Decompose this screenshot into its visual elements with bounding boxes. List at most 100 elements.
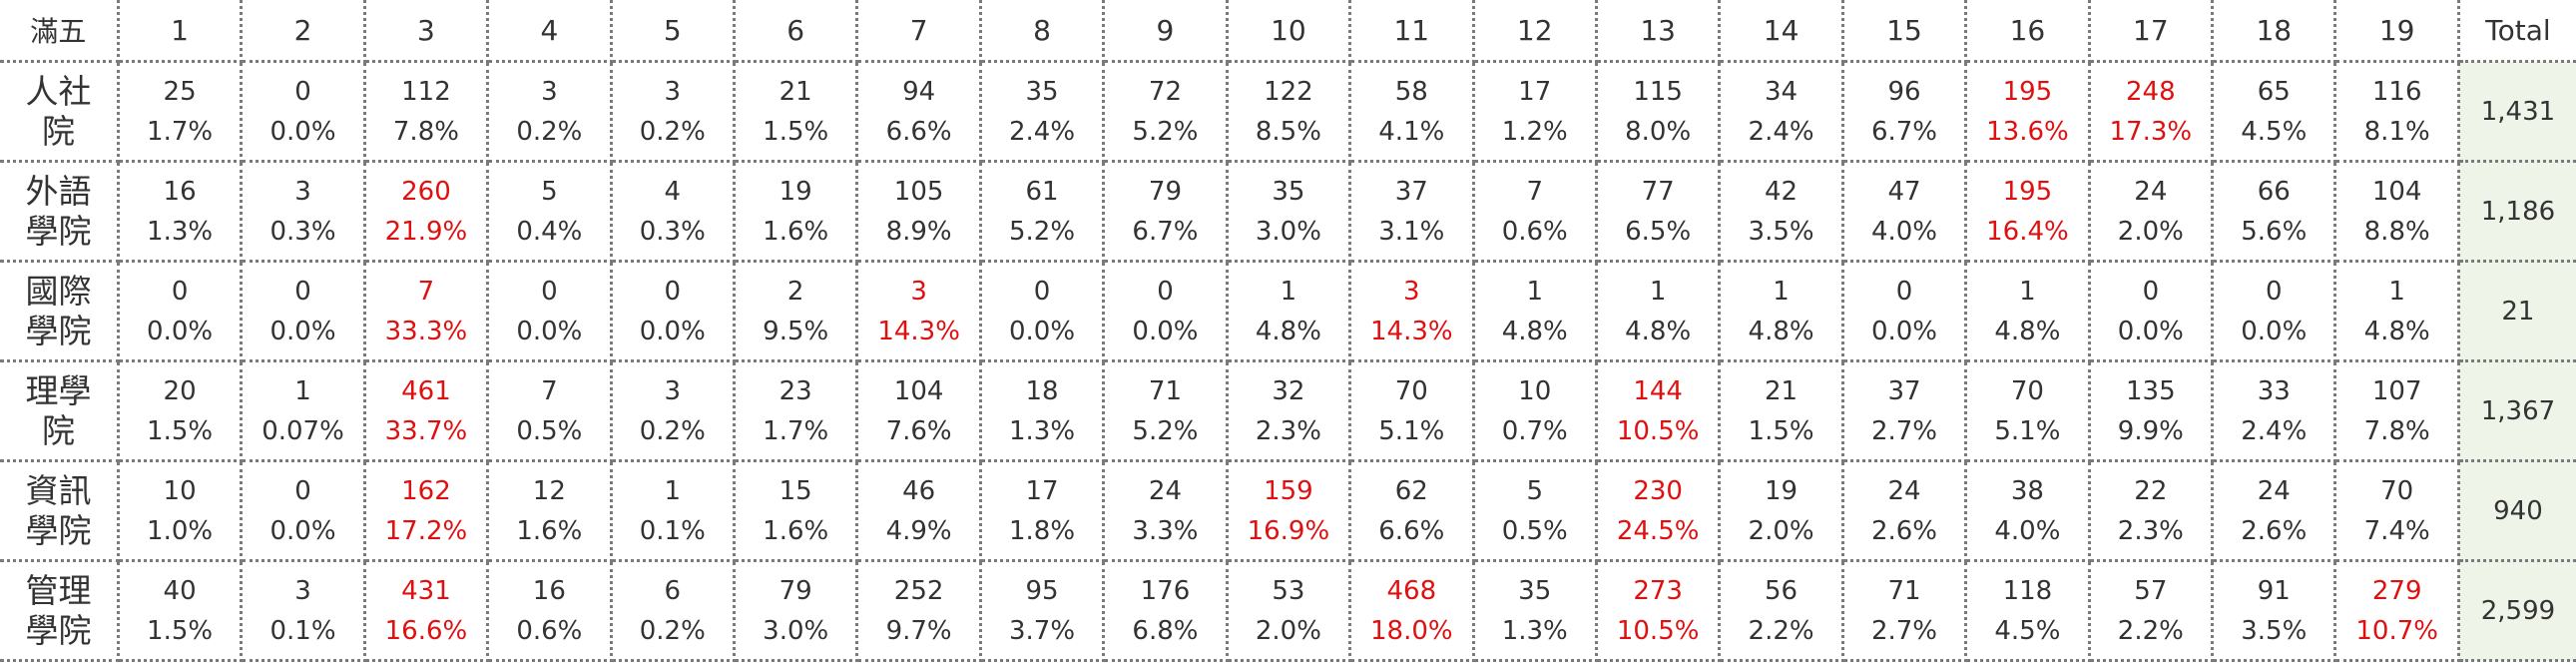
data-cell: 79 6.7% [1103,161,1229,263]
cell-count: 5 [1526,475,1543,506]
cell-count: 248 [2126,76,2176,107]
cell-count: 22 [2134,475,2168,506]
cell-count: 33 [2257,375,2291,406]
cell-count: 77 [1641,176,1675,207]
header-row: 滿五 1 2 3 4 5 6 7 8 9 10 11 12 13 14 15 16 17 18 19 Total [0,0,2576,63]
cell-count: 3 [664,375,682,406]
cell-count: 37 [1887,375,1921,406]
cell-percent: 10.7% [2355,615,2438,646]
cell-percent: 1.5% [147,615,214,646]
data-cell: 24 2.0% [2089,161,2215,263]
data-cell: 1 0.1% [611,460,736,562]
data-cell: 21 1.5% [734,61,859,163]
cell-count: 273 [1633,575,1683,606]
row-label-line: 國際 [25,271,92,311]
data-cell: 159 16.9% [1227,460,1352,562]
cell-percent: 3.7% [1009,615,1076,646]
cell-percent: 5.2% [1009,216,1076,247]
data-cell: 252 9.7% [856,560,982,662]
row-label-line: 學院 [25,211,92,251]
row-total: 1,186 [2458,161,2576,263]
cell-count: 1 [664,475,682,506]
cell-count: 65 [2257,76,2291,107]
cell-count: 279 [2371,575,2422,606]
data-cell: 3 0.2% [611,61,736,163]
cell-percent: 1.5% [763,116,829,147]
row-label-line: 人社 [25,71,92,111]
data-cell: 22 2.3% [2089,460,2215,562]
cell-percent: 5.6% [2241,216,2308,247]
cell-count: 0 [2265,276,2283,307]
column-header-16: 16 [1965,0,2091,63]
cell-count: 24 [1887,475,1921,506]
data-cell: 17 1.2% [1473,61,1598,163]
cell-percent: 8.8% [2363,216,2430,247]
cell-count: 21 [778,76,812,107]
cell-percent: 1.3% [1501,615,1568,646]
cell-percent: 0.0% [639,316,706,346]
data-cell: 0 0.0% [1103,261,1229,362]
cell-percent: 0.0% [269,116,336,147]
cell-percent: 9.7% [885,615,952,646]
cell-count: 38 [2010,475,2044,506]
cell-count: 95 [1025,575,1059,606]
cell-count: 122 [1264,76,1313,107]
column-header-4: 4 [487,0,613,63]
cell-percent: 1.7% [763,415,829,446]
cell-count: 94 [902,76,936,107]
data-cell: 273 10.5% [1596,560,1722,662]
cell-count: 32 [1272,375,1305,406]
row-label: 理學院 [0,360,120,462]
cell-count: 107 [2371,375,2422,406]
data-cell: 0 0.0% [241,261,366,362]
cell-count: 5 [541,176,558,207]
cell-percent: 4.8% [2363,316,2430,346]
data-cell: 0 0.0% [241,460,366,562]
data-cell: 1 4.8% [1596,261,1722,362]
cell-percent: 0.0% [516,316,583,346]
data-cell: 0 0.0% [241,61,366,163]
cell-percent: 6.6% [885,116,952,147]
cell-percent: 14.3% [877,316,960,346]
cell-count: 47 [1887,176,1921,207]
data-cell: 3 0.2% [487,61,613,163]
cell-percent: 0.0% [147,316,214,346]
data-cell: 0 0.0% [118,261,244,362]
cell-count: 3 [294,575,311,606]
cell-percent: 8.9% [885,216,952,247]
cell-percent: 0.0% [2117,316,2184,346]
cell-percent: 8.5% [1255,116,1321,147]
data-cell: 19 2.0% [1719,460,1844,562]
data-cell: 5 0.4% [487,161,613,263]
row-total: 2,599 [2458,560,2576,662]
cell-percent: 0.2% [639,615,706,646]
cell-count: 70 [2380,475,2414,506]
data-cell: 25 1.7% [118,61,244,163]
data-cell: 56 2.2% [1719,560,1844,662]
cell-percent: 0.5% [516,415,583,446]
cell-count: 3 [910,276,927,307]
cell-count: 12 [532,475,566,506]
data-cell: 72 5.2% [1103,61,1229,163]
data-cell: 10 1.0% [118,460,244,562]
cell-count: 71 [1148,375,1182,406]
cell-count: 57 [2134,575,2168,606]
data-cell: 3 0.1% [241,560,366,662]
cell-percent: 2.4% [1748,116,1814,147]
row-label: 管理 學院 [0,560,120,662]
data-cell: 195 13.6% [1965,61,2091,163]
cell-percent: 5.1% [1378,415,1445,446]
cell-count: 461 [401,375,451,406]
data-cell: 7 0.5% [487,360,613,462]
cell-percent: 0.6% [516,615,583,646]
cell-count: 61 [1025,176,1059,207]
cell-count: 3 [294,176,311,207]
data-cell: 6 0.2% [611,560,736,662]
table-body: 人社院 25 1.7% 0 0.0% 112 7.8% 3 0.2% 3 0.2% 21 1.5% 94 6… [0,61,2576,662]
cell-count: 0 [294,475,311,506]
data-cell: 62 6.6% [1349,460,1475,562]
cell-percent: 21.9% [384,216,468,247]
data-cell: 112 7.8% [364,61,490,163]
cell-count: 112 [401,76,451,107]
